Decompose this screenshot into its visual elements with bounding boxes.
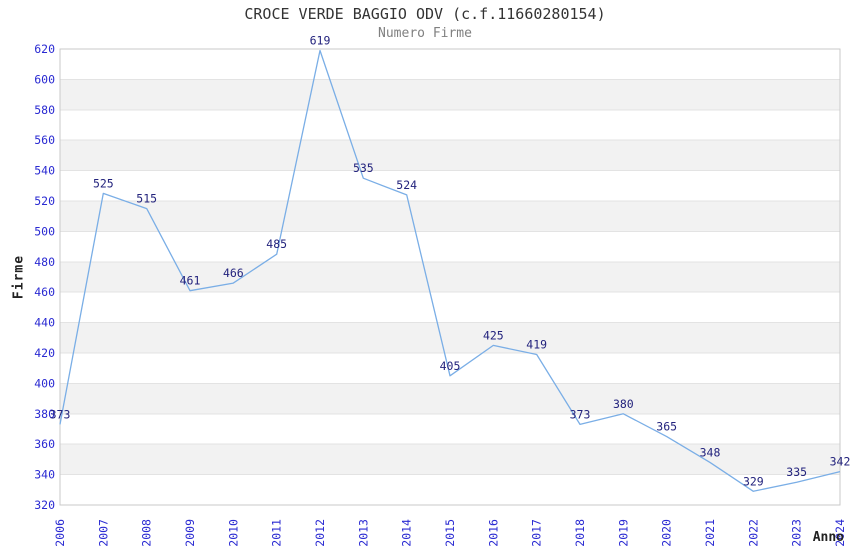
point-label: 329 [743, 474, 764, 488]
x-tick-label: 2019 [616, 519, 630, 547]
x-tick-label: 2008 [140, 519, 154, 547]
y-tick-label: 400 [34, 376, 55, 390]
y-tick-label: 480 [34, 255, 55, 269]
y-tick-label: 580 [34, 103, 55, 117]
point-label: 373 [50, 407, 71, 421]
point-label: 380 [613, 397, 634, 411]
y-tick-label: 340 [34, 468, 55, 482]
chart-title: CROCE VERDE BAGGIO ODV (c.f.11660280154) [244, 5, 606, 23]
y-tick-label: 560 [34, 133, 55, 147]
x-tick-label: 2018 [573, 519, 587, 547]
point-label: 461 [180, 274, 201, 288]
y-axis-title: Firme [11, 254, 27, 300]
point-label: 348 [700, 445, 721, 459]
point-label: 373 [570, 407, 591, 421]
y-tick-label: 380 [34, 407, 55, 421]
x-tick-label: 2014 [400, 519, 414, 547]
plot-band [60, 444, 840, 475]
plot-band [60, 322, 840, 353]
x-tick-label: 2012 [313, 519, 327, 547]
plot-band [60, 201, 840, 232]
y-tick-label: 520 [34, 194, 55, 208]
y-tick-label: 440 [34, 316, 55, 330]
x-axis-title: Anno [812, 530, 844, 545]
data-line [59, 49, 841, 492]
x-tick-label: 2020 [660, 519, 674, 547]
x-tick-label: 2017 [530, 519, 544, 547]
y-tick-label: 540 [34, 164, 55, 178]
y-tick-label: 500 [34, 224, 55, 238]
point-label: 342 [830, 455, 850, 469]
plot-band [60, 261, 840, 293]
x-tick-label: 2015 [443, 519, 457, 547]
y-tick-label: 620 [34, 42, 55, 56]
point-label: 525 [93, 176, 114, 190]
plot-border [59, 48, 841, 506]
point-label: 515 [136, 192, 157, 206]
point-label: 365 [656, 420, 677, 434]
point-label: 335 [786, 465, 807, 479]
plot-band [60, 79, 840, 110]
point-label: 485 [266, 237, 287, 251]
x-tick-label: 2006 [53, 519, 67, 547]
y-tick-label: 320 [34, 498, 55, 512]
x-tick-label: 2024 [833, 519, 847, 547]
chart-subtitle: Numero Firme [378, 26, 472, 41]
x-tick-label: 2007 [96, 519, 110, 547]
x-tick-label: 2022 [746, 519, 760, 547]
y-tick-label: 460 [34, 285, 55, 299]
point-label: 535 [353, 161, 374, 175]
point-label: 466 [223, 266, 244, 280]
y-tick-label: 360 [34, 437, 55, 451]
y-tick-label: 600 [34, 72, 55, 86]
point-label: 405 [440, 359, 461, 373]
plot-band [60, 383, 840, 414]
y-tick-label: 420 [34, 346, 55, 360]
x-tick-label: 2010 [226, 519, 240, 547]
point-label: 619 [310, 34, 331, 48]
point-label: 524 [396, 178, 417, 192]
x-tick-label: 2009 [183, 519, 197, 547]
point-label: 419 [526, 338, 547, 352]
plot-band [60, 140, 840, 171]
x-tick-label: 2011 [270, 519, 284, 547]
x-tick-label: 2013 [356, 519, 370, 547]
x-tick-label: 2021 [703, 519, 717, 547]
x-tick-label: 2016 [486, 519, 500, 547]
point-label: 425 [483, 328, 504, 342]
x-tick-label: 2023 [790, 519, 804, 547]
